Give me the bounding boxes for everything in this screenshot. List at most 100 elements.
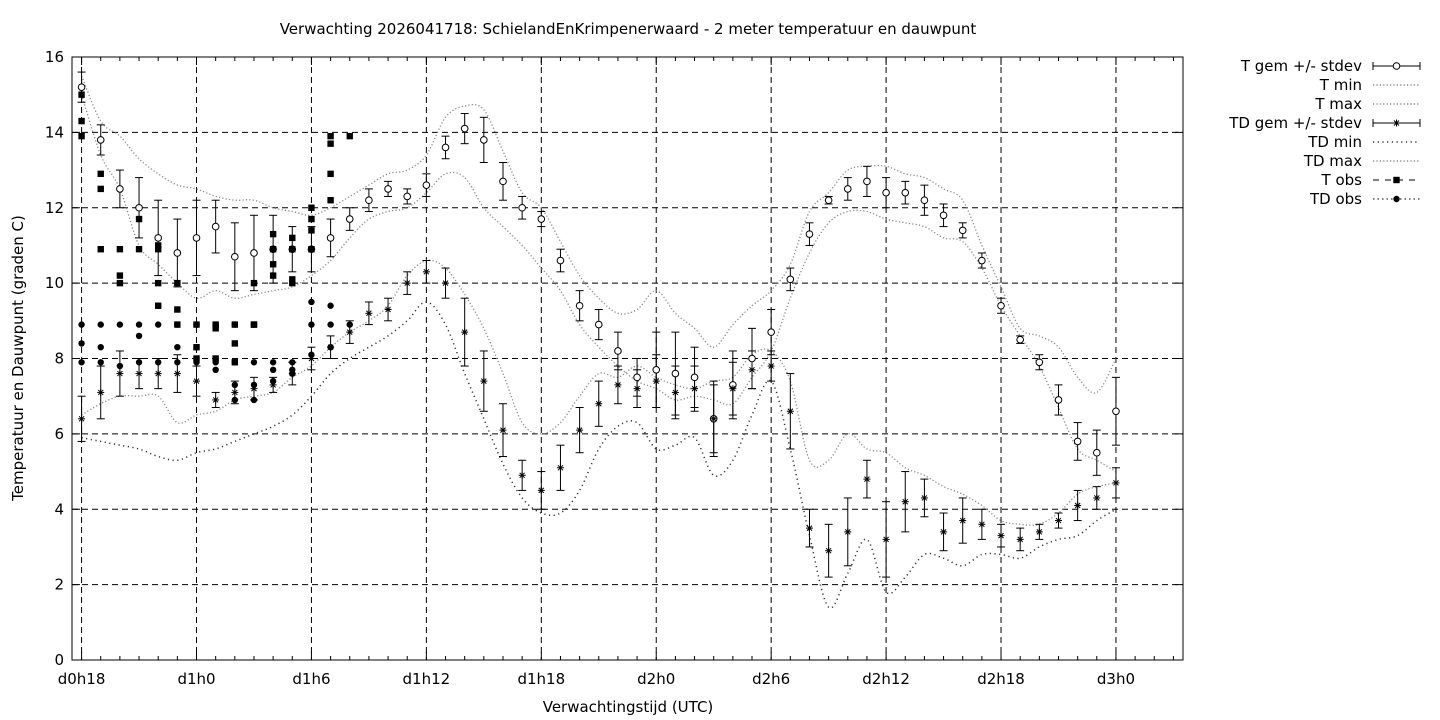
- td-mean-point: [748, 366, 756, 374]
- t-obs-point: [327, 140, 334, 147]
- td-obs-point: [193, 321, 200, 328]
- t-obs-point: [154, 246, 162, 253]
- td-obs-point: [193, 359, 200, 366]
- td-obs-point: [116, 362, 124, 370]
- t-obs-point: [308, 227, 315, 234]
- t-mean-point: [997, 301, 1005, 310]
- t-mean-point: [480, 136, 488, 144]
- t-obs-point: [78, 91, 85, 98]
- legend-item: TD gem +/- stdev: [1228, 114, 1421, 132]
- td-mean-point: [518, 471, 526, 479]
- t-obs-point: [174, 306, 181, 313]
- t-mean-point: [958, 226, 967, 235]
- td-mean-point: [576, 426, 584, 434]
- td-mean-point: [978, 520, 986, 528]
- td-mean-point: [844, 528, 852, 536]
- legend-label: TD max: [1303, 152, 1362, 170]
- t-obs-point: [327, 170, 334, 178]
- td-obs-point: [308, 298, 315, 306]
- legend-item: T max: [1314, 95, 1420, 113]
- td-obs-point: [212, 359, 219, 366]
- t-mean-point: [978, 256, 986, 265]
- t-mean-point: [345, 215, 354, 223]
- td-obs-point: [327, 343, 334, 351]
- y-tick-label: 6: [54, 425, 64, 443]
- t-obs-point: [327, 132, 334, 140]
- td-obs-point: [250, 396, 258, 404]
- t-obs-point: [289, 234, 296, 242]
- t-obs-point: [135, 246, 143, 253]
- x-tick-label: d1h12: [403, 670, 451, 688]
- td-mean-point: [1016, 535, 1024, 543]
- td-mean-point: [231, 388, 239, 396]
- x-tick-label: d2h12: [862, 670, 910, 688]
- x-axis-ticks: d0h18 d1h0 d1h6 d1h12 d1h18 d2h0 d2h6 d2h12 d2h1…: [58, 57, 1174, 688]
- td-mean-point: [556, 464, 564, 472]
- t-mean-point: [1093, 448, 1101, 457]
- t-mean-point: [1035, 358, 1044, 367]
- t-mean-point: [499, 177, 507, 186]
- td-mean-point: [442, 279, 450, 287]
- t-mean-point: [786, 275, 795, 284]
- t-obs-point: [116, 272, 124, 279]
- legend-label: T max: [1314, 95, 1362, 113]
- x-tick-label: d2h18: [977, 670, 1025, 688]
- t-mean-point: [77, 83, 86, 91]
- td-mean-point: [154, 370, 162, 378]
- t-obs-point: [193, 355, 200, 362]
- t-mean-point: [211, 222, 220, 231]
- td-obs-point: [250, 359, 258, 366]
- t-mean-point: [173, 249, 182, 257]
- td-mean-point: [480, 377, 488, 385]
- t-obs-point: [269, 230, 277, 238]
- y-tick-label: 8: [54, 350, 64, 368]
- td-obs-point: [289, 359, 296, 366]
- legend-item: TD obs: [1309, 190, 1420, 208]
- t-obs-point: [308, 246, 315, 253]
- t-mean-point: [116, 185, 124, 193]
- t-mean-point: [594, 320, 603, 329]
- td-mean-point: [863, 475, 871, 483]
- td-mean-point: [805, 524, 813, 532]
- td-mean-point: [212, 396, 220, 404]
- td-obs-point: [154, 359, 162, 366]
- t-mean-point: [1073, 437, 1082, 446]
- td-mean-point: [940, 528, 948, 536]
- td-obs-point: [174, 359, 181, 366]
- t-mean-point: [384, 185, 392, 193]
- legend-marker: [1393, 176, 1400, 184]
- td-obs-point: [97, 359, 104, 366]
- td-mean-point: [1074, 501, 1082, 509]
- t-mean-point: [192, 234, 201, 242]
- td-obs-point: [116, 321, 124, 328]
- td-obs-point: [327, 302, 334, 309]
- t-mean-point: [575, 301, 584, 310]
- t-mean-point: [441, 143, 450, 152]
- td-mean-point: [116, 370, 124, 378]
- grid-lines: [72, 57, 1183, 660]
- t-obs-point: [116, 246, 124, 253]
- t-mean-point: [767, 328, 775, 336]
- td-mean-point: [537, 486, 545, 494]
- t-mean-point: [1054, 396, 1063, 404]
- td-mean-point: [614, 381, 622, 389]
- t-obs-point: [97, 246, 104, 253]
- t-mean-point: [1112, 407, 1120, 416]
- t-obs-point: [135, 215, 143, 223]
- td-obs-point: [231, 381, 239, 389]
- td-mean-point: [97, 388, 105, 396]
- td-obs-point: [231, 359, 239, 366]
- legend-item: T gem +/- stdev: [1240, 57, 1421, 75]
- td-obs-point: [250, 381, 258, 389]
- t-obs-point: [269, 272, 277, 279]
- td-mean-point: [901, 498, 909, 506]
- x-tick-label: d1h18: [517, 670, 565, 688]
- td-obs-point: [78, 340, 85, 347]
- t-mean-point: [824, 196, 833, 205]
- td-obs-point: [212, 321, 219, 328]
- td-obs-point: [174, 343, 181, 351]
- td-obs-point: [308, 321, 315, 328]
- td-mean-point: [633, 385, 641, 393]
- td-obs-point: [174, 321, 181, 328]
